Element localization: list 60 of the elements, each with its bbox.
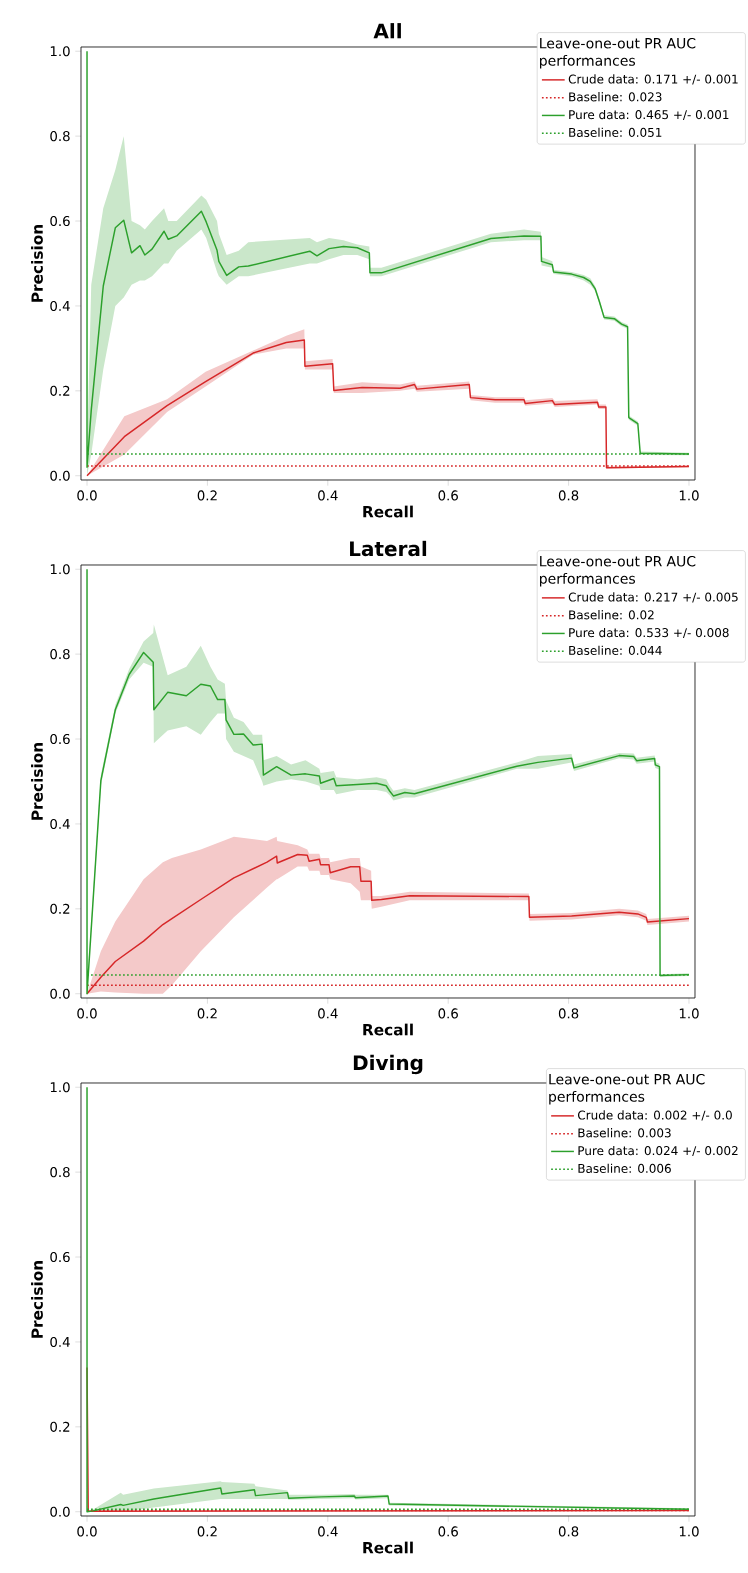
legend-label: Baseline: 0.003 [578,1128,671,1138]
x-tick-label: 0.8 [558,1526,579,1537]
y-tick-label: 0.0 [50,470,70,481]
y-tick-label: 0.8 [50,1167,70,1178]
x-axis-title: Recall [363,1023,413,1036]
x-tick-label: 0.6 [438,490,458,501]
legend-label: Crude data: 0.171 +/- 0.001 [568,74,738,85]
y-tick-label: 1.0 [50,46,70,57]
x-tick-label: 0.0 [77,490,97,501]
y-tick-label: 0.6 [50,215,70,227]
x-tick-label: 1.0 [679,1526,699,1537]
x-tick-label: 0.2 [197,490,217,501]
y-tick-label: 0.2 [50,1421,70,1432]
x-tick-label: 0.8 [558,1008,579,1019]
legend-label: Crude data: 0.002 +/- 0.0 [577,1110,732,1121]
legend-title: Leave-one-out PR AUC performances [540,37,696,69]
x-tick-label: 0.0 [77,1008,97,1019]
x-axis-title: Recall [363,1541,413,1554]
chart-title: Diving [353,1054,423,1075]
y-axis-title: Precision [31,224,43,302]
x-axis-title: Recall [363,505,413,518]
x-tick-label: 0.0 [77,1526,97,1537]
y-tick-label: 1.0 [50,564,70,575]
x-tick-label: 0.4 [318,490,338,501]
legend-title: Leave-one-out PR AUC performances [540,555,696,587]
x-tick-label: 0.4 [318,1526,338,1537]
legend-label: Baseline: 0.023 [569,92,662,102]
y-tick-label: 1.0 [50,1082,70,1093]
x-tick-label: 0.8 [558,490,579,501]
y-tick-label: 0.0 [50,988,70,999]
legend-title: Leave-one-out PR AUC performances [549,1073,705,1105]
x-tick-label: 0.2 [197,1008,217,1019]
x-tick-label: 0.4 [318,1008,338,1019]
y-tick-label: 0.6 [50,1251,70,1263]
legend-label: Baseline: 0.051 [569,127,662,137]
x-tick-label: 1.0 [679,1008,699,1019]
legend-label: Pure data: 0.024 +/- 0.002 [578,1145,738,1157]
legend-label: Crude data: 0.217 +/- 0.005 [568,592,738,603]
y-tick-label: 0.4 [50,1336,70,1347]
y-tick-label: 0.8 [50,649,70,660]
x-tick-label: 0.6 [438,1526,458,1537]
y-tick-label: 0.2 [50,385,70,396]
chart-title: Lateral [350,540,427,557]
legend-label: Pure data: 0.533 +/- 0.008 [569,627,729,639]
y-tick-label: 0.6 [50,733,70,745]
y-axis-title: Precision [31,1260,43,1338]
legend-label: Pure data: 0.465 +/- 0.001 [569,109,729,121]
legend-label: Baseline: 0.02 [569,610,654,620]
chart-title: All [373,23,401,39]
y-tick-label: 0.4 [50,300,70,311]
x-tick-label: 0.2 [197,1526,217,1537]
y-tick-label: 0.8 [50,131,70,142]
x-tick-label: 0.6 [438,1008,458,1019]
y-tick-label: 0.0 [50,1506,70,1517]
y-axis-title: Precision [31,742,43,820]
legend-label: Baseline: 0.044 [569,645,662,655]
legend-label: Baseline: 0.006 [578,1163,671,1173]
x-tick-label: 1.0 [679,490,699,501]
y-tick-label: 0.4 [50,818,70,829]
y-tick-label: 0.2 [50,903,70,914]
